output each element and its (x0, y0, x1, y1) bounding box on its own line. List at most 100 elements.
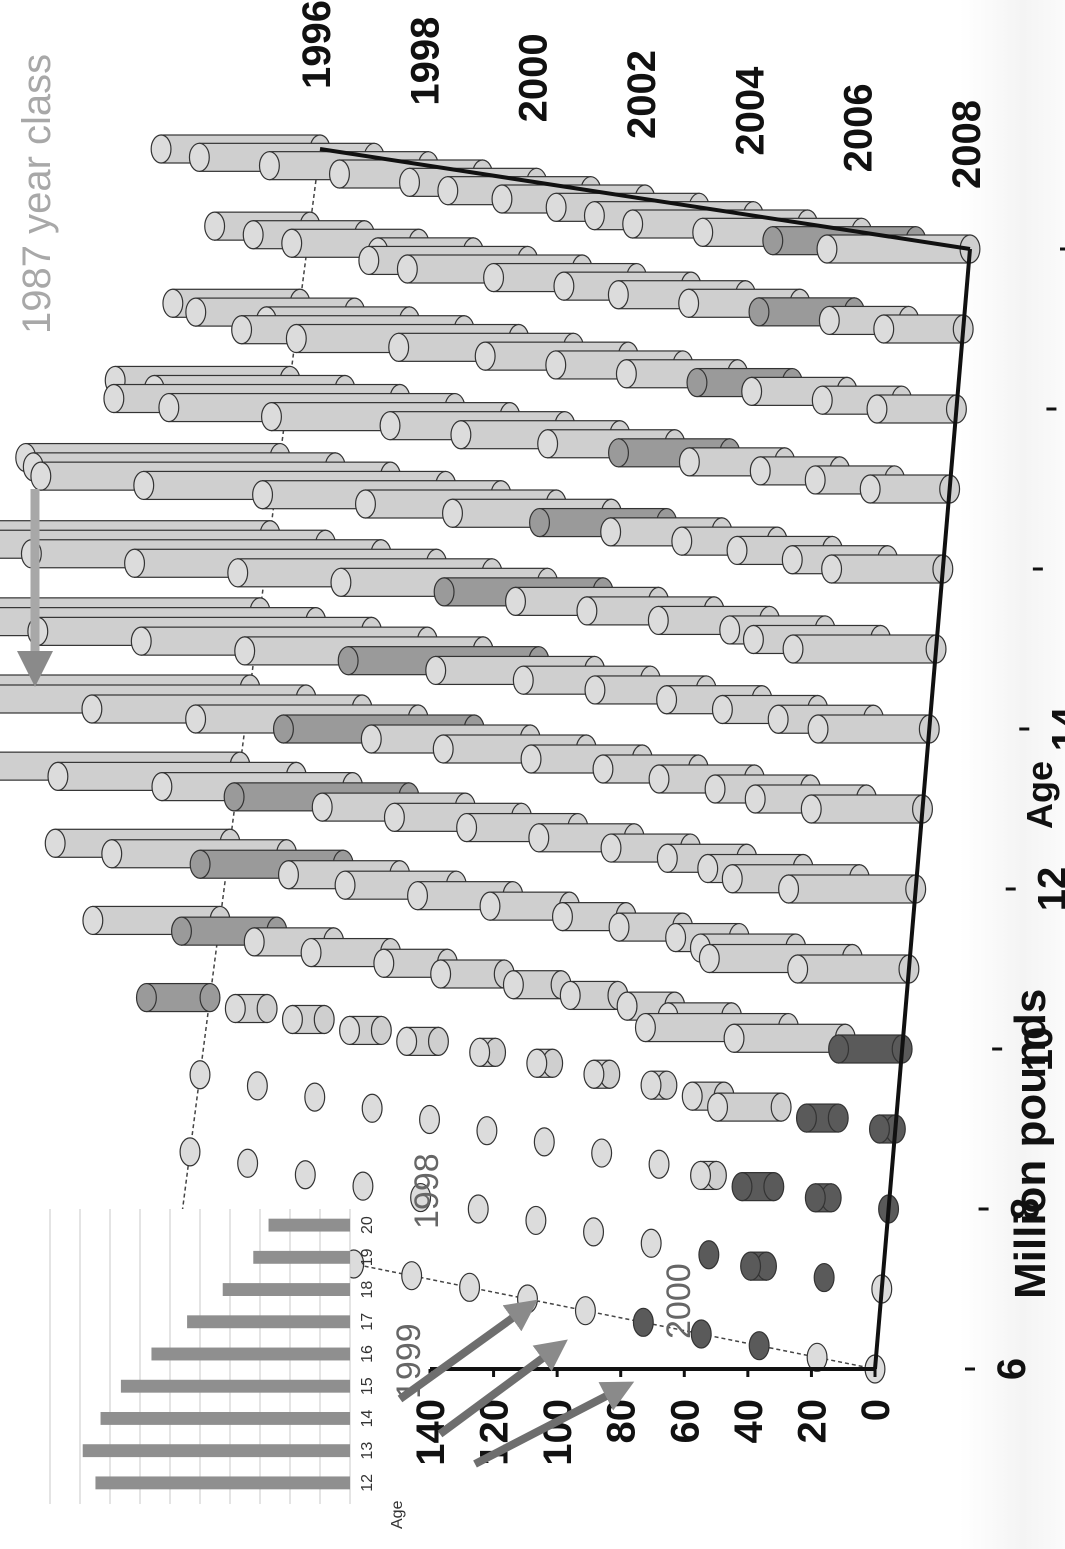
bar-top (47, 761, 69, 791)
bar-base (763, 1172, 785, 1202)
bar-top (686, 367, 708, 398)
bar-top (242, 220, 264, 250)
bar-10-2001 (430, 959, 515, 989)
inset-tick-label: 17 (359, 1313, 376, 1331)
bar-top (360, 724, 382, 754)
bar-top (811, 385, 833, 415)
bar-top (82, 905, 104, 936)
bar-top (231, 315, 253, 345)
bar-top (252, 480, 274, 510)
bar-10-2002 (502, 970, 572, 1000)
bar-top (339, 1015, 361, 1046)
bar-top (328, 159, 350, 189)
bar-top (697, 853, 719, 884)
bar-top (748, 1331, 770, 1361)
arrow-1998 (397, 1299, 538, 1403)
bar-top (828, 1034, 850, 1064)
bar-top (647, 605, 669, 636)
bar-top (678, 447, 700, 477)
bar-top (373, 948, 395, 978)
bar-top (749, 456, 771, 486)
bar-7-2001 (467, 1194, 489, 1224)
bar-top (130, 626, 152, 656)
bar-base (370, 1015, 392, 1046)
bar-top (379, 411, 401, 441)
bar-top (767, 704, 789, 734)
bar-12-2008 (778, 874, 927, 904)
annotation-1987-year-class: 1987 year class (15, 54, 59, 334)
bar-top (150, 134, 172, 164)
bar-7-2006 (740, 1251, 777, 1281)
bar-top (135, 982, 157, 1013)
inset-tick-label: 12 (359, 1474, 376, 1492)
bar-top (505, 586, 527, 616)
bar-top (545, 192, 567, 222)
bar-9-2007 (795, 1103, 849, 1133)
arrow-1999 (437, 1339, 568, 1438)
bar-top (813, 1262, 835, 1293)
bar-top (337, 646, 359, 676)
bar-base (770, 1092, 792, 1122)
bar-top (227, 558, 249, 588)
bar-top (640, 1228, 662, 1258)
bar-top (821, 554, 843, 584)
inset-tick-label: 13 (359, 1442, 376, 1460)
bar-body (876, 394, 958, 424)
bar-top (600, 833, 622, 863)
bar-top (179, 1137, 201, 1167)
bar-9-1999 (339, 1015, 392, 1046)
bar-top (237, 1148, 259, 1178)
bar-6-2000 (401, 1261, 423, 1291)
bar-8-2000 (419, 1104, 441, 1135)
bar-top (450, 420, 472, 450)
bar-top (407, 881, 429, 911)
bar-top (103, 383, 125, 414)
bar-top (690, 1160, 712, 1191)
bar-8-2007 (804, 1183, 842, 1213)
bar-6-2003 (574, 1296, 596, 1326)
inset-bar-16 (151, 1347, 350, 1361)
inset-bar-18 (222, 1283, 351, 1296)
bar-top (868, 1114, 890, 1144)
bar-top (800, 794, 822, 824)
bar-top (456, 812, 478, 843)
inset-bar-19 (253, 1250, 350, 1264)
bar-top (410, 1182, 432, 1213)
bar-top (285, 323, 307, 354)
bar-top (44, 828, 66, 858)
bar-top (430, 959, 452, 989)
bar-7-2002 (525, 1205, 547, 1236)
bar-top (615, 359, 637, 389)
bar-top (533, 1127, 555, 1157)
bar-top (648, 764, 670, 794)
bar-7-1999 (352, 1171, 374, 1201)
bar-17-2008 (859, 474, 961, 504)
bar-8-2005 (690, 1160, 727, 1191)
bar-top (243, 927, 265, 957)
bar-8-2002 (533, 1127, 555, 1157)
bar-top (170, 916, 192, 946)
bar-9-2000 (396, 1026, 449, 1056)
inset-tick-label: 16 (359, 1345, 376, 1363)
bar-top (816, 234, 838, 264)
bar-7-1996 (179, 1137, 201, 1167)
bar-top (707, 1092, 729, 1122)
bar-top (559, 980, 581, 1011)
age-tick-label: 14 (1044, 706, 1065, 751)
bar-top (520, 744, 542, 774)
bar-top (616, 991, 638, 1021)
bar-top (591, 1138, 613, 1168)
bar-top (698, 1240, 720, 1270)
bar-top (592, 754, 614, 784)
bar-11-2008 (787, 954, 920, 984)
bar-base (199, 982, 221, 1013)
inset-tick-label: 19 (359, 1248, 376, 1266)
bar-body (817, 714, 930, 744)
bar-9-2006 (707, 1092, 792, 1122)
bar-top (469, 1037, 491, 1067)
bar-top (491, 184, 513, 214)
bar-top (330, 567, 352, 597)
bar-top (467, 1194, 489, 1224)
